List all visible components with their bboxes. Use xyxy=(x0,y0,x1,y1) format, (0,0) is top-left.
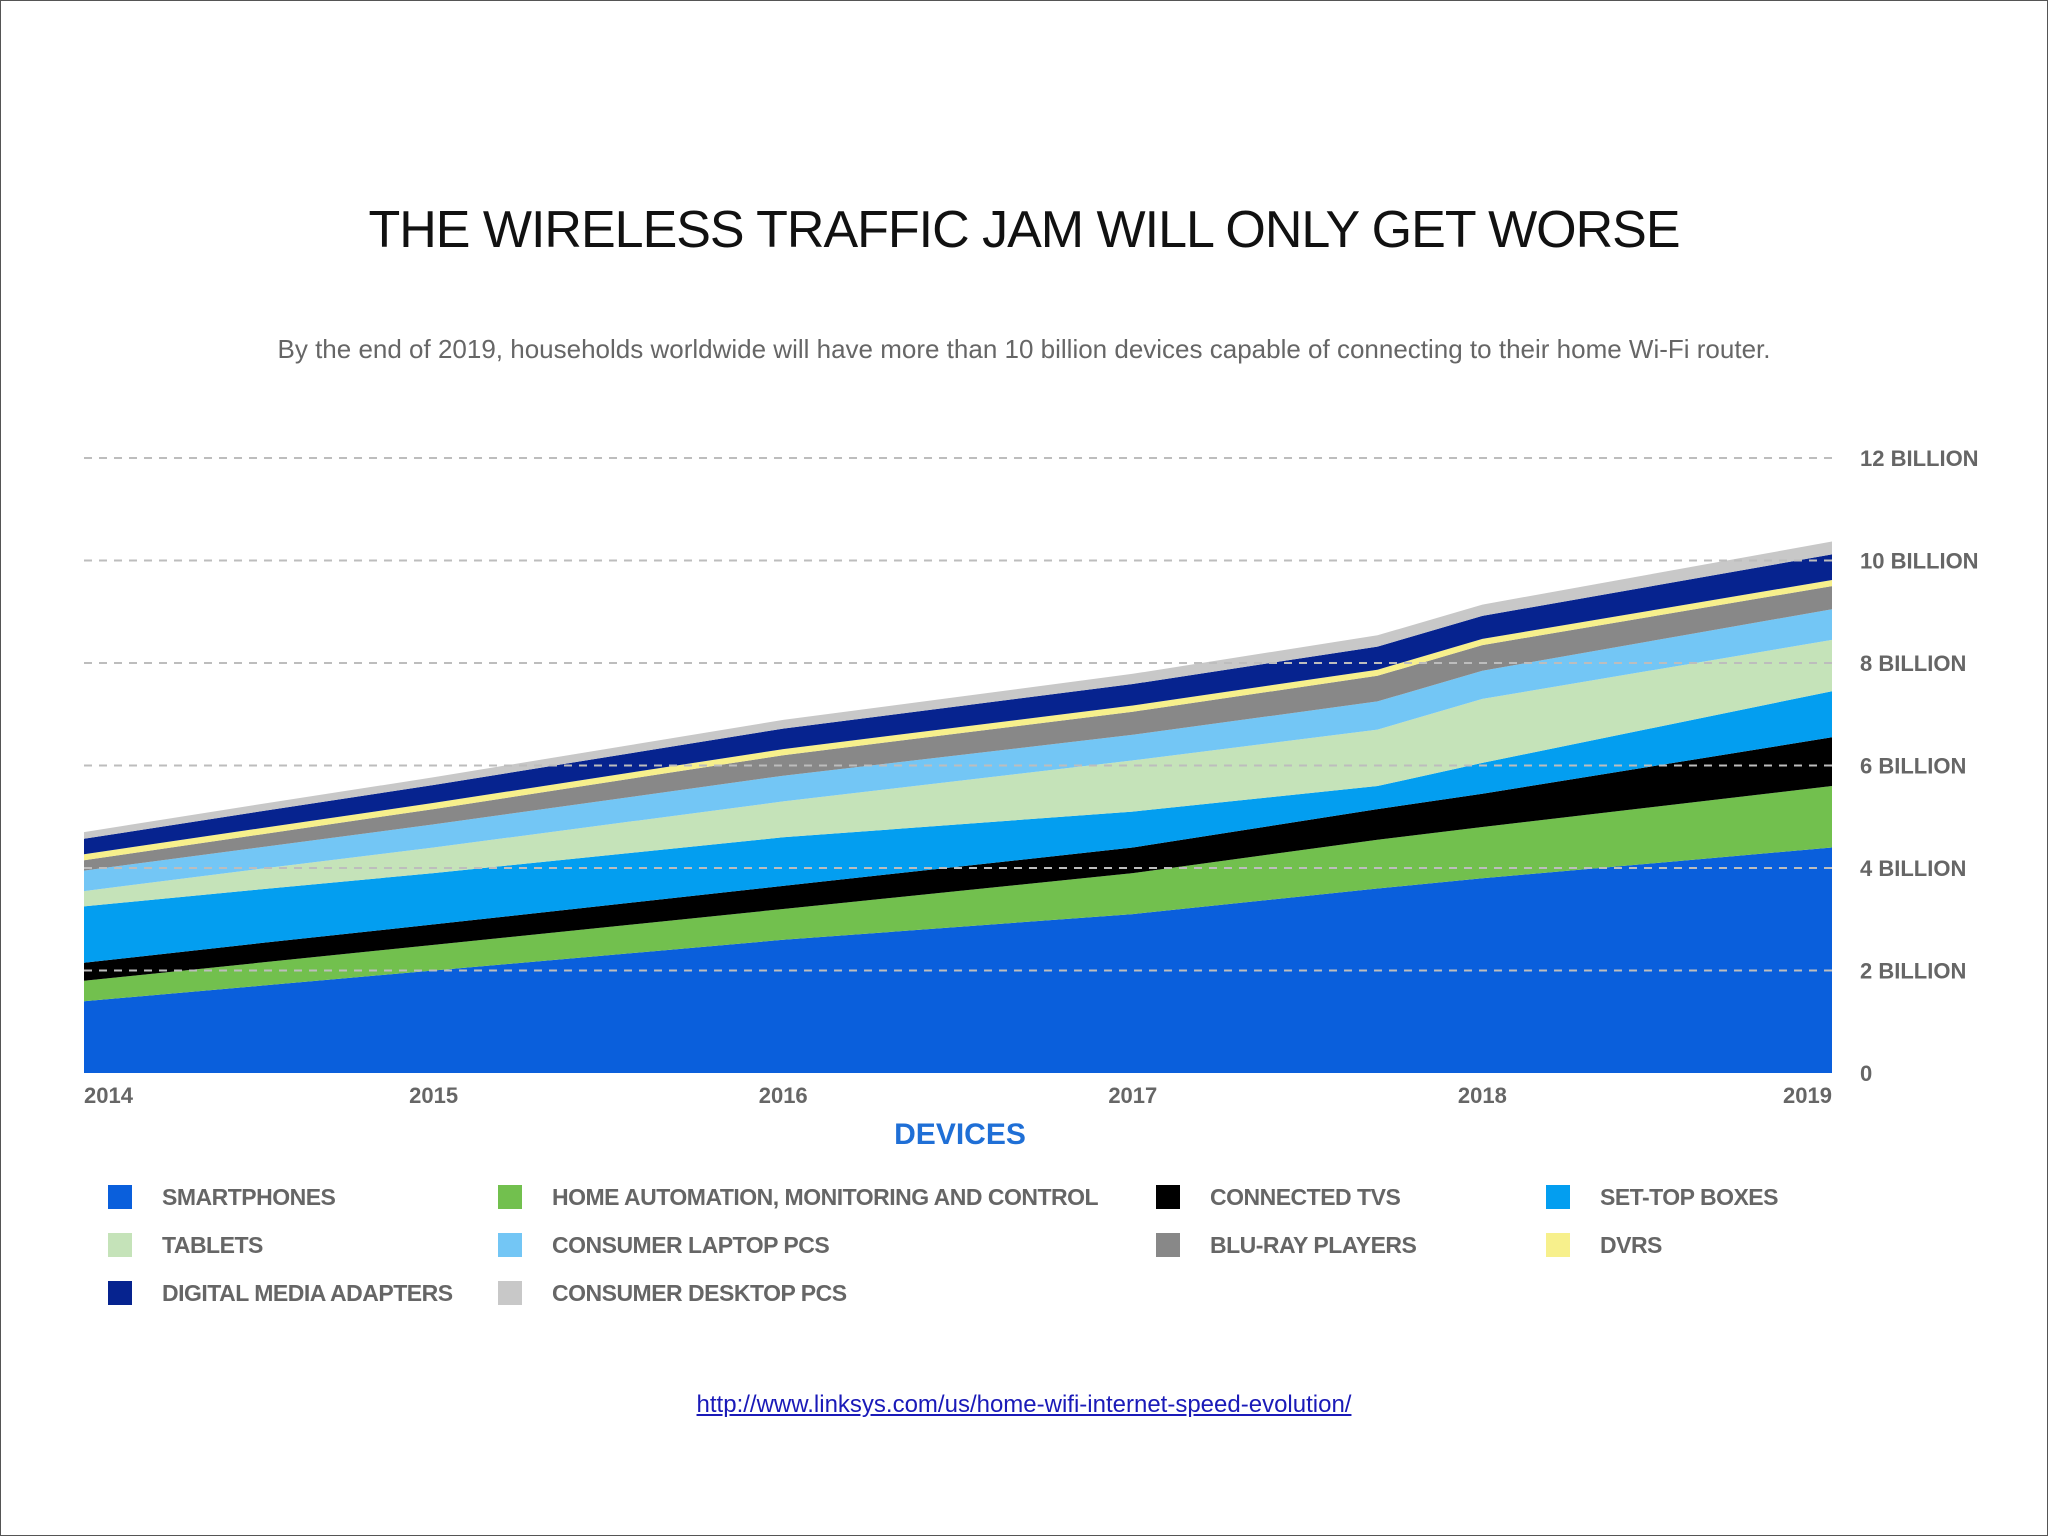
legend-swatch xyxy=(498,1233,522,1257)
legend-label: TABLETS xyxy=(162,1231,263,1258)
legend-swatch xyxy=(1156,1233,1180,1257)
legend-label: SMARTPHONES xyxy=(162,1183,336,1210)
legend-label: CONSUMER DESKTOP PCS xyxy=(552,1279,847,1306)
area-series-home-automation-monitoring-and-control xyxy=(84,786,1832,1002)
legend-item: HOME AUTOMATION, MONITORING AND CONTROL xyxy=(498,1182,1099,1212)
x-axis-title: DEVICES xyxy=(894,1118,1026,1151)
legend-label: BLU-RAY PLAYERS xyxy=(1210,1231,1417,1258)
legend-item: TABLETS xyxy=(108,1230,263,1260)
legend-item: CONSUMER LAPTOP PCS xyxy=(498,1230,830,1260)
legend-item: BLU-RAY PLAYERS xyxy=(1156,1230,1417,1260)
legend-item: DVRS xyxy=(1546,1230,1662,1260)
legend-item: SET-TOP BOXES xyxy=(1546,1182,1778,1212)
legend-label: DVRS xyxy=(1600,1231,1662,1258)
y-tick-label: 4 BILLION xyxy=(1860,856,1966,881)
legend-swatch xyxy=(108,1233,132,1257)
y-tick-label: 8 BILLION xyxy=(1860,651,1966,676)
x-tick-label: 2019 xyxy=(1783,1083,1832,1108)
legend-swatch xyxy=(498,1281,522,1305)
stacked-area-chart: 0 2 BILLION 4 BILLION 6 BILLION 8 BILLION 10 … xyxy=(84,446,1979,1108)
area-series-smartphones xyxy=(84,847,1832,1073)
source-citation: http://www.linksys.com/us/home-wifi-inte… xyxy=(0,1391,2048,1419)
legend-label: HOME AUTOMATION, MONITORING AND CONTROL xyxy=(552,1183,1099,1210)
x-tick-label: 2016 xyxy=(759,1083,808,1108)
legend-item: SMARTPHONES xyxy=(108,1182,336,1212)
legend-swatch xyxy=(108,1185,132,1209)
area-series-blu-ray-players xyxy=(84,586,1832,871)
y-tick-label: 2 BILLION xyxy=(1860,959,1966,984)
legend-item: CONSUMER DESKTOP PCS xyxy=(498,1278,847,1308)
grid-lines xyxy=(84,457,1832,972)
legend-swatch xyxy=(1156,1185,1180,1209)
source-link[interactable]: http://www.linksys.com/us/home-wifi-inte… xyxy=(696,1391,1352,1418)
legend-swatch xyxy=(1546,1233,1570,1257)
legend-label: SET-TOP BOXES xyxy=(1600,1183,1778,1210)
area-series-connected-tvs xyxy=(84,737,1832,981)
legend-swatch xyxy=(108,1281,132,1305)
legend-label: CONSUMER LAPTOP PCS xyxy=(552,1231,830,1258)
legend-swatch xyxy=(1546,1185,1570,1209)
area-series-set-top-boxes xyxy=(84,691,1832,963)
legend-swatch xyxy=(498,1185,522,1209)
chart-title: THE WIRELESS TRAFFIC JAM WILL ONLY GET W… xyxy=(368,201,1680,259)
x-tick-label: 2017 xyxy=(1108,1083,1157,1108)
x-tick-label: 2014 xyxy=(84,1083,134,1108)
legend-item: DIGITAL MEDIA ADAPTERS xyxy=(108,1278,453,1308)
y-tick-label: 0 xyxy=(1860,1061,1872,1086)
x-axis-ticks: 2014 2015 2016 2017 2018 2019 xyxy=(84,1083,1832,1108)
y-tick-label: 6 BILLION xyxy=(1860,754,1966,779)
area-series-dvrs xyxy=(84,580,1832,861)
area-series-consumer-desktop-pcs xyxy=(84,541,1832,839)
legend-item: CONNECTED TVS xyxy=(1156,1182,1401,1212)
chart-subtitle: By the end of 2019, households worldwide… xyxy=(277,334,1771,364)
area-series-digital-media-adapters xyxy=(84,554,1832,855)
legend-label: DIGITAL MEDIA ADAPTERS xyxy=(162,1279,453,1306)
y-tick-label: 12 BILLION xyxy=(1860,446,1979,471)
x-tick-label: 2018 xyxy=(1458,1083,1507,1108)
area-series-tablets xyxy=(84,639,1832,907)
chart-legend: SMARTPHONES HOME AUTOMATION, MONITORING A… xyxy=(108,1182,1908,1332)
legend-label: CONNECTED TVS xyxy=(1210,1183,1401,1210)
y-axis-ticks: 0 2 BILLION 4 BILLION 6 BILLION 8 BILLION 10 … xyxy=(1860,446,1979,1086)
area-layers xyxy=(84,541,1832,1073)
area-series-consumer-laptop-pcs xyxy=(84,609,1832,892)
y-tick-label: 10 BILLION xyxy=(1860,549,1979,574)
x-tick-label: 2015 xyxy=(409,1083,458,1108)
